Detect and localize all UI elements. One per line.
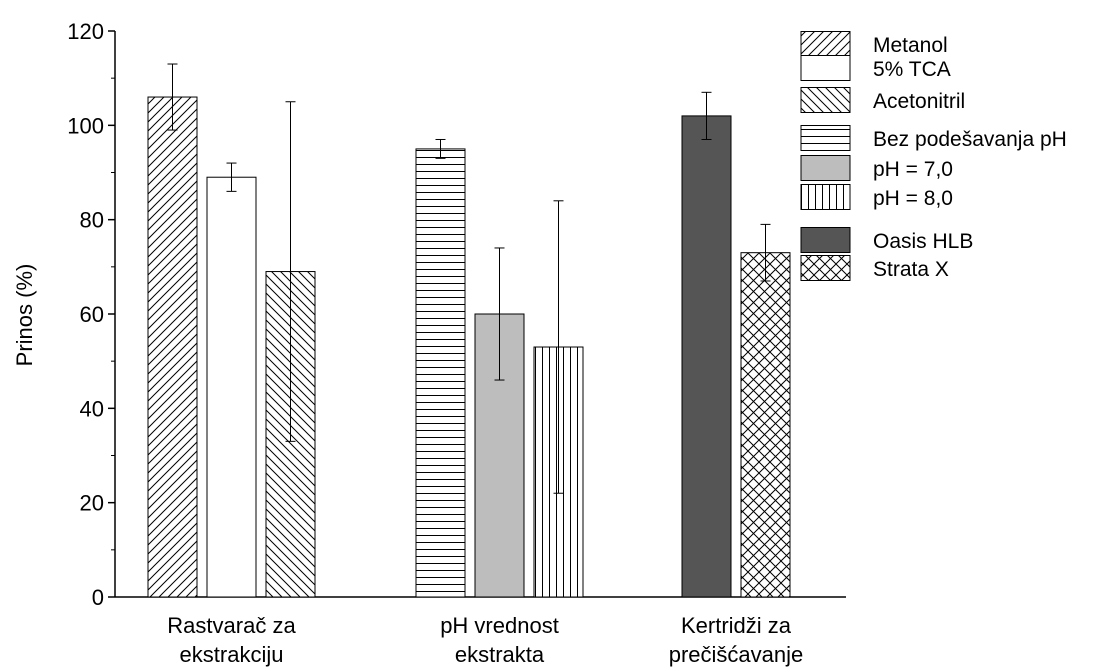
legend-item: Oasis HLB — [801, 228, 973, 254]
legend-item: pH = 7,0 — [801, 156, 953, 182]
legend-item: Bez podešavanja pH — [801, 126, 1067, 152]
x-category-label: Rastvarač za ekstrakciju — [167, 613, 296, 667]
x-category-label-line: prečišćavanje — [669, 642, 804, 667]
legend-label: Oasis HLB — [873, 230, 973, 253]
bars-layer: Rastvarač za ekstrakciju pH vrednost ekstra… — [148, 64, 803, 667]
bar-group: Rastvarač za ekstrakciju — [148, 64, 315, 667]
y-tick-label: 20 — [80, 491, 104, 516]
legend-item: 5% TCA — [801, 56, 951, 82]
legend-item: pH = 8,0 — [801, 185, 953, 211]
bar — [741, 253, 790, 597]
y-tick-label: 60 — [80, 302, 104, 327]
legend-label: pH = 8,0 — [873, 187, 953, 210]
legend-swatch — [801, 56, 850, 81]
x-category-label: Kertridži za prečišćavanje — [669, 613, 804, 667]
y-tick-label: 100 — [67, 113, 104, 138]
legend-label: Metanol — [873, 34, 948, 57]
y-tick-label: 0 — [92, 585, 104, 610]
bar — [207, 177, 256, 597]
legend-label: Bez podešavanja pH — [873, 128, 1067, 151]
y-tick-label: 40 — [80, 396, 104, 421]
legend-swatch — [801, 156, 850, 181]
legend-label: pH = 7,0 — [873, 158, 953, 181]
bar-group: pH vrednost ekstrakta — [416, 139, 583, 667]
legend-item: Acetonitril — [801, 88, 965, 114]
legend-swatch — [801, 126, 850, 151]
legend-label: Strata X — [873, 258, 949, 281]
x-category-label-line: ekstrakciju — [180, 642, 284, 667]
y-axis-label: Prinos (%) — [12, 264, 37, 367]
x-category-label-line: Rastvarač za — [167, 613, 296, 638]
y-tick-label: 120 — [67, 19, 104, 44]
bar — [148, 97, 197, 597]
legend-swatch — [801, 32, 850, 57]
bar — [682, 116, 731, 597]
legend-label: 5% TCA — [873, 58, 951, 81]
legend-swatch — [801, 256, 850, 281]
legend-swatch — [801, 88, 850, 113]
legend-swatch — [801, 228, 850, 253]
legend-label: Acetonitril — [873, 90, 965, 113]
legend-item: Metanol — [801, 32, 948, 58]
x-category-label-line: ekstrakta — [455, 642, 545, 667]
legend-swatch — [801, 185, 850, 210]
legend-item: Strata X — [801, 256, 949, 282]
x-category-label-line: Kertridži za — [681, 613, 792, 638]
x-category-label: pH vrednost ekstrakta — [440, 613, 559, 667]
x-category-label-line: pH vrednost — [440, 613, 559, 638]
bar — [416, 149, 465, 597]
y-tick-label: 80 — [80, 208, 104, 233]
bar-group: Kertridži za prečišćavanje — [669, 92, 804, 667]
